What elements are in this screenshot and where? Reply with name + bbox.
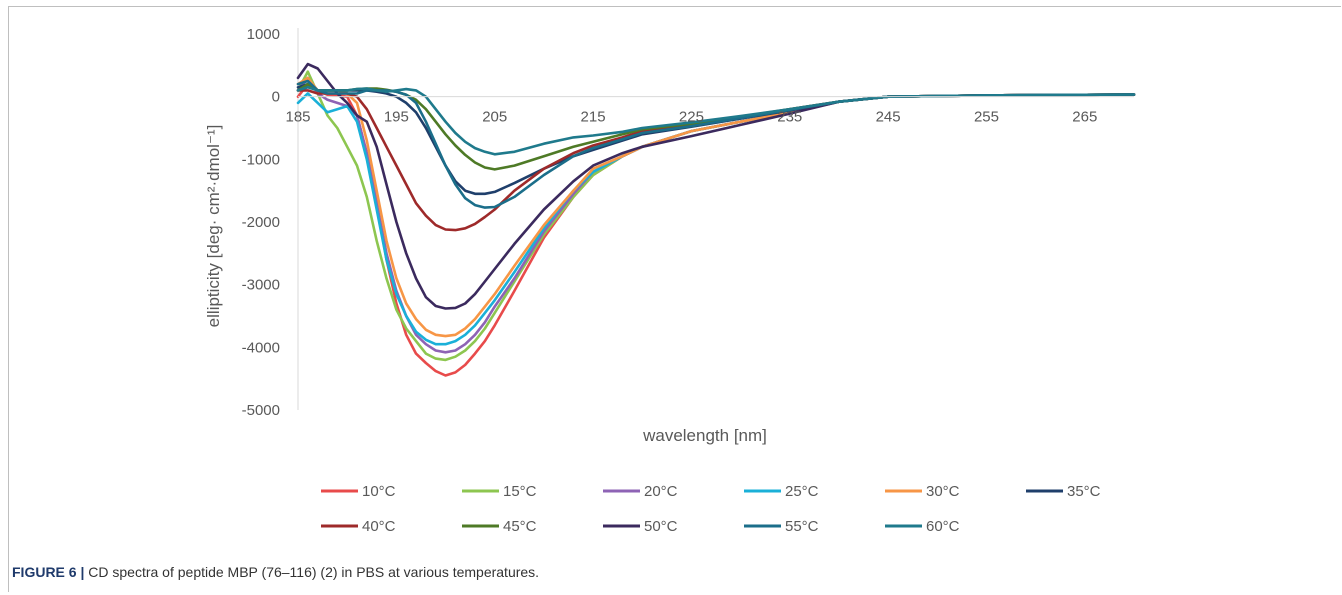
legend-label: 20°C xyxy=(644,483,678,500)
x-tick-label: 225 xyxy=(679,109,704,126)
y-tick-label: -1000 xyxy=(242,151,280,168)
y-axis-title: ellipticity [deg· cm²·dmol⁻¹] xyxy=(204,125,223,328)
x-tick-label: 245 xyxy=(876,109,901,126)
legend-label: 30°C xyxy=(926,483,960,500)
legend-label: 50°C xyxy=(644,518,678,535)
caption-label: FIGURE 6 | xyxy=(12,564,85,580)
chart-legend: 10°C 15°C 20°C 25°C 30°C 35°C 40°C 45°C 50°C 55°C… xyxy=(321,483,1101,535)
legend-label: 40°C xyxy=(362,518,396,535)
y-tick-label: -2000 xyxy=(242,214,280,231)
legend-label: 35°C xyxy=(1067,483,1101,500)
series-line xyxy=(296,86,1136,156)
x-tick-label: 255 xyxy=(974,109,999,126)
legend-label: 60°C xyxy=(926,518,960,535)
y-tick-label: -3000 xyxy=(242,277,280,294)
series-line xyxy=(296,82,1136,377)
legend-label: 55°C xyxy=(785,518,819,535)
series-line xyxy=(296,79,1136,209)
x-tick-label: 195 xyxy=(384,109,409,126)
x-axis-title: wavelength [nm] xyxy=(642,426,767,445)
series-line xyxy=(296,89,1136,232)
legend-label: 25°C xyxy=(785,483,819,500)
x-tick-label: 235 xyxy=(777,109,802,126)
series-line xyxy=(296,62,1136,310)
x-tick-label: 205 xyxy=(482,109,507,126)
legend-label: 10°C xyxy=(362,483,396,500)
figure-frame xyxy=(8,6,1341,592)
series-line xyxy=(296,82,1136,196)
legend-label: 45°C xyxy=(503,518,537,535)
chart-series: 185 195 205 215 225 235 245 255 265 xyxy=(285,62,1136,377)
y-tick-label: -5000 xyxy=(242,402,280,419)
y-tick-label: -4000 xyxy=(242,339,280,356)
legend-label: 15°C xyxy=(503,483,537,500)
x-tick-label: 265 xyxy=(1072,109,1097,126)
chart-axes: 1000 0 -1000 -2000 -3000 -4000 -5000 xyxy=(242,26,299,419)
x-tick-label: 215 xyxy=(581,109,606,126)
cd-spectra-chart: 1000 0 -1000 -2000 -3000 -4000 -5000 185 195 205… xyxy=(204,26,1136,535)
y-tick-label: 1000 xyxy=(247,26,280,43)
figure-caption: FIGURE 6 | CD spectra of peptide MBP (76… xyxy=(12,564,539,580)
y-tick-label: 0 xyxy=(272,89,280,106)
caption-text: CD spectra of peptide MBP (76–116) (2) i… xyxy=(84,564,540,580)
x-tick-label: 185 xyxy=(285,109,310,126)
